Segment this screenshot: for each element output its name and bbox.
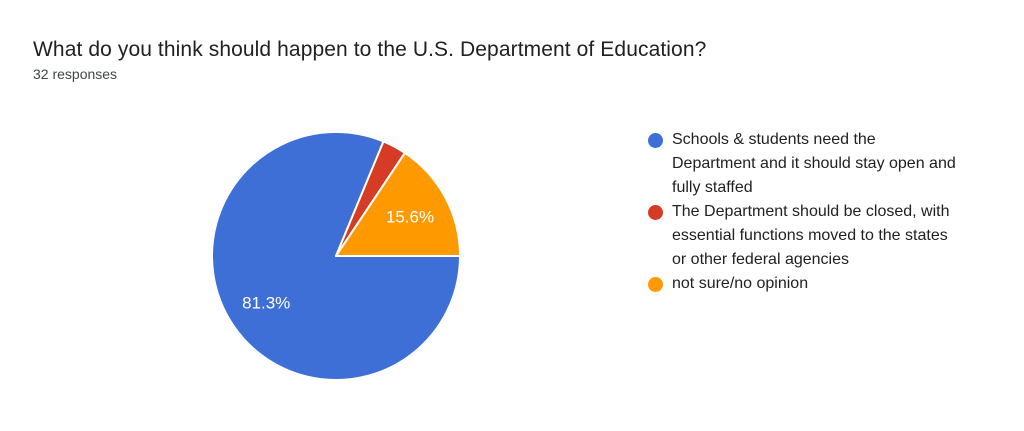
legend: Schools & students need the Department an… — [648, 128, 998, 296]
legend-label-line: not sure/no opinion — [672, 275, 809, 292]
legend-swatch-0 — [648, 132, 663, 148]
pie-chart: 81.3% 15.6% — [210, 130, 462, 382]
legend-swatch-1 — [648, 204, 663, 220]
legend-label-line: fully staffed — [672, 179, 753, 196]
legend-label-2: not sure/no opinion — [672, 272, 808, 296]
question-title: What do you think should happen to the U… — [33, 38, 707, 61]
legend-label-0: Schools & students need the Department an… — [672, 128, 956, 200]
legend-item-2: not sure/no opinion — [648, 272, 998, 296]
legend-item-1: The Department should be closed, with ess… — [648, 200, 998, 272]
pie-slice-2[interactable] — [335, 151, 461, 257]
legend-label-1: The Department should be closed, with ess… — [672, 200, 949, 272]
legend-label-line: Department and it should stay open and — [672, 155, 956, 172]
legend-label-line: The Department should be closed, with — [672, 203, 950, 220]
legend-item-0: Schools & students need the Department an… — [648, 128, 998, 200]
pie-slice-percent-label-0: 81.3% — [242, 294, 290, 313]
legend-label-line: Schools & students need the — [672, 131, 876, 148]
response-count: 32 responses — [33, 66, 118, 82]
pie-chart-svg: 81.3% 15.6% — [211, 131, 461, 381]
legend-label-line: essential functions moved to the states — [672, 227, 948, 244]
legend-swatch-2 — [648, 276, 663, 292]
pie-slice-percent-label-2: 15.6% — [386, 207, 434, 226]
legend-label-line: or other federal agencies — [672, 251, 849, 268]
